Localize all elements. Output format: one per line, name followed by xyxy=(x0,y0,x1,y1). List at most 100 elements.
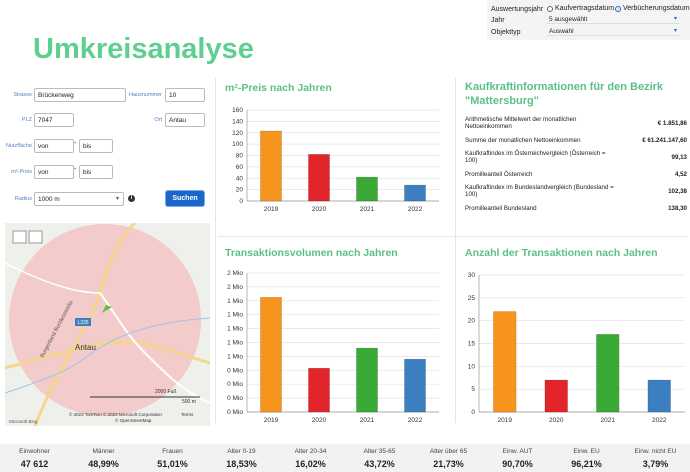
y-tick-label: 25 xyxy=(468,295,476,302)
text-input[interactable]: von xyxy=(34,165,74,179)
info-row: Summe der monatlichen Nettoeinkommen € 61… xyxy=(465,133,687,147)
bar xyxy=(404,184,426,202)
y-tick-label: 0 Mio xyxy=(227,409,243,416)
info-value: 102,38 xyxy=(668,187,687,195)
stat-value: 90,70% xyxy=(502,459,533,469)
x-tick-label: 2019 xyxy=(264,417,279,424)
bar xyxy=(404,358,426,413)
chart: m²-Preis nach Jahren 0 20 40 60 80 100 120 140 16… xyxy=(225,82,439,213)
info-label: Promilleanteil Bundesland xyxy=(465,204,537,212)
map-osm: © OpenStreetMap xyxy=(115,417,152,423)
page-title: Umkreisanalyse xyxy=(33,33,254,65)
river xyxy=(5,317,210,394)
year-basis-label: Auswertungsjahr xyxy=(491,6,544,13)
search-button[interactable]: Suchen xyxy=(166,191,204,206)
year-label: Jahr xyxy=(491,17,505,24)
stat: Einw. nicht EU 3,79% xyxy=(621,444,690,472)
stat-value: 21,73% xyxy=(433,459,464,469)
x-tick-label: 2019 xyxy=(264,206,279,213)
select-arrow: ▾ xyxy=(116,196,120,202)
year-select[interactable]: 5 ausgewählt xyxy=(547,15,679,24)
info-label: Arithmetische Mittelwert der monatlichen… xyxy=(465,116,577,130)
radio[interactable] xyxy=(547,5,553,12)
stat: Alter 0-19 18,53% xyxy=(207,444,276,472)
y-tick-label: 1 Mio xyxy=(227,340,243,347)
radio-option[interactable]: Kaufvertragsdatum xyxy=(547,5,614,12)
info-icon[interactable]: i xyxy=(128,195,135,202)
y-tick-label: 20 xyxy=(236,187,244,194)
stat-label: Einw. nicht EU xyxy=(634,448,677,455)
bar xyxy=(308,154,330,202)
y-tick-label: 140 xyxy=(232,118,243,125)
stat-label: Frauen xyxy=(162,448,183,455)
field-label: Hausnummer xyxy=(128,92,162,98)
stat-value: 51,01% xyxy=(157,459,188,469)
text-input[interactable]: von xyxy=(34,139,74,153)
y-tick-label: 0 Mio xyxy=(227,395,243,402)
text-input[interactable]: bis xyxy=(79,139,113,153)
y-tick-label: 1 Mio xyxy=(227,298,243,305)
y-tick-label: 10 xyxy=(468,363,476,370)
stat-value: 18,53% xyxy=(226,459,257,469)
pin xyxy=(102,305,112,313)
chart-title: Transaktionsvolumen nach Jahren xyxy=(225,247,398,259)
text-input[interactable]: 10 xyxy=(165,88,205,102)
stat-value: 3,79% xyxy=(642,459,669,469)
info-row: Kaufkraftindex im Österreichvergleich (Ö… xyxy=(465,150,687,164)
bar xyxy=(260,297,282,413)
text-input[interactable]: 7047 xyxy=(34,113,74,127)
road xyxy=(5,262,101,294)
x-tick-label: 2020 xyxy=(312,206,327,213)
stat-label: Alter 35-65 xyxy=(363,448,396,455)
info-row: Promilleanteil Bundesland 138,30 xyxy=(465,201,687,215)
map-tool[interactable] xyxy=(28,230,43,244)
range-dash: - xyxy=(74,140,77,147)
y-tick-label: 30 xyxy=(468,272,476,279)
y-tick-label: 100 xyxy=(232,141,243,148)
map-provider: Microsoft Bing xyxy=(9,419,38,424)
stat: Alter 35-65 43,72% xyxy=(345,444,414,472)
road xyxy=(99,292,210,404)
map-tool[interactable] xyxy=(12,230,27,244)
object-type-select[interactable]: Auswahl xyxy=(547,27,679,36)
radio-label: Verbücherungsdatum xyxy=(623,5,690,12)
info-value: € 1.851,86 xyxy=(657,119,687,127)
field-label: m²-Preis xyxy=(11,169,32,175)
map-attribution: © 2023 TomTom © 2023 Microsoft Corporati… xyxy=(69,411,162,417)
y-tick-label: 40 xyxy=(236,175,244,182)
bar xyxy=(356,347,378,413)
y-tick-label: 5 xyxy=(471,386,475,393)
map-label: L335 xyxy=(77,320,88,326)
map-scale: 500 m xyxy=(182,399,196,405)
radio-option[interactable]: Verbücherungsdatum xyxy=(615,5,690,12)
stat-value: 96,21% xyxy=(571,459,602,469)
info-label: Summe der monatlichen Nettoeinkommen xyxy=(465,136,581,144)
road xyxy=(5,340,210,370)
chart: Transaktionsvolumen nach Jahren 0 Mio 0 Mi… xyxy=(225,247,439,424)
stat: Einw. AUT 90,70% xyxy=(483,444,552,472)
stat-label: Einw. EU xyxy=(573,448,600,455)
chart: Anzahl der Transaktionen nach Jahren 0 5 10… xyxy=(465,247,685,424)
bar xyxy=(596,334,620,413)
field-label: PLZ xyxy=(21,117,32,123)
text-input[interactable]: Antau xyxy=(165,113,205,127)
info-label: Promilleanteil Österreich xyxy=(465,170,533,178)
radio[interactable] xyxy=(615,5,621,12)
stat: Männer 48,99% xyxy=(69,444,138,472)
y-tick-label: 1 Mio xyxy=(227,312,243,319)
stats-bar: Einwohner 47 612 Männer 48,99% Frauen 51,01% A… xyxy=(0,444,690,472)
x-tick-label: 2021 xyxy=(360,417,375,424)
range-dash: - xyxy=(74,166,77,173)
map-terms[interactable]: Terms xyxy=(181,412,194,417)
purchasing-power-panel: Kaufkraftinformationen für den Bezirk "M… xyxy=(465,80,687,218)
filter-panel: Auswertungsjahr Kaufvertragsdatum Verbüc… xyxy=(487,0,690,40)
radius-select[interactable]: 1000 m xyxy=(34,192,124,206)
info-value: 99,13 xyxy=(671,153,687,161)
map-label: Antau xyxy=(75,343,96,352)
stat-value: 16,02% xyxy=(295,459,326,469)
road xyxy=(33,223,137,426)
text-input[interactable]: Brückenweg xyxy=(34,88,126,102)
bar xyxy=(260,130,282,202)
info-value: 138,30 xyxy=(668,204,687,212)
text-input[interactable]: bis xyxy=(79,165,113,179)
